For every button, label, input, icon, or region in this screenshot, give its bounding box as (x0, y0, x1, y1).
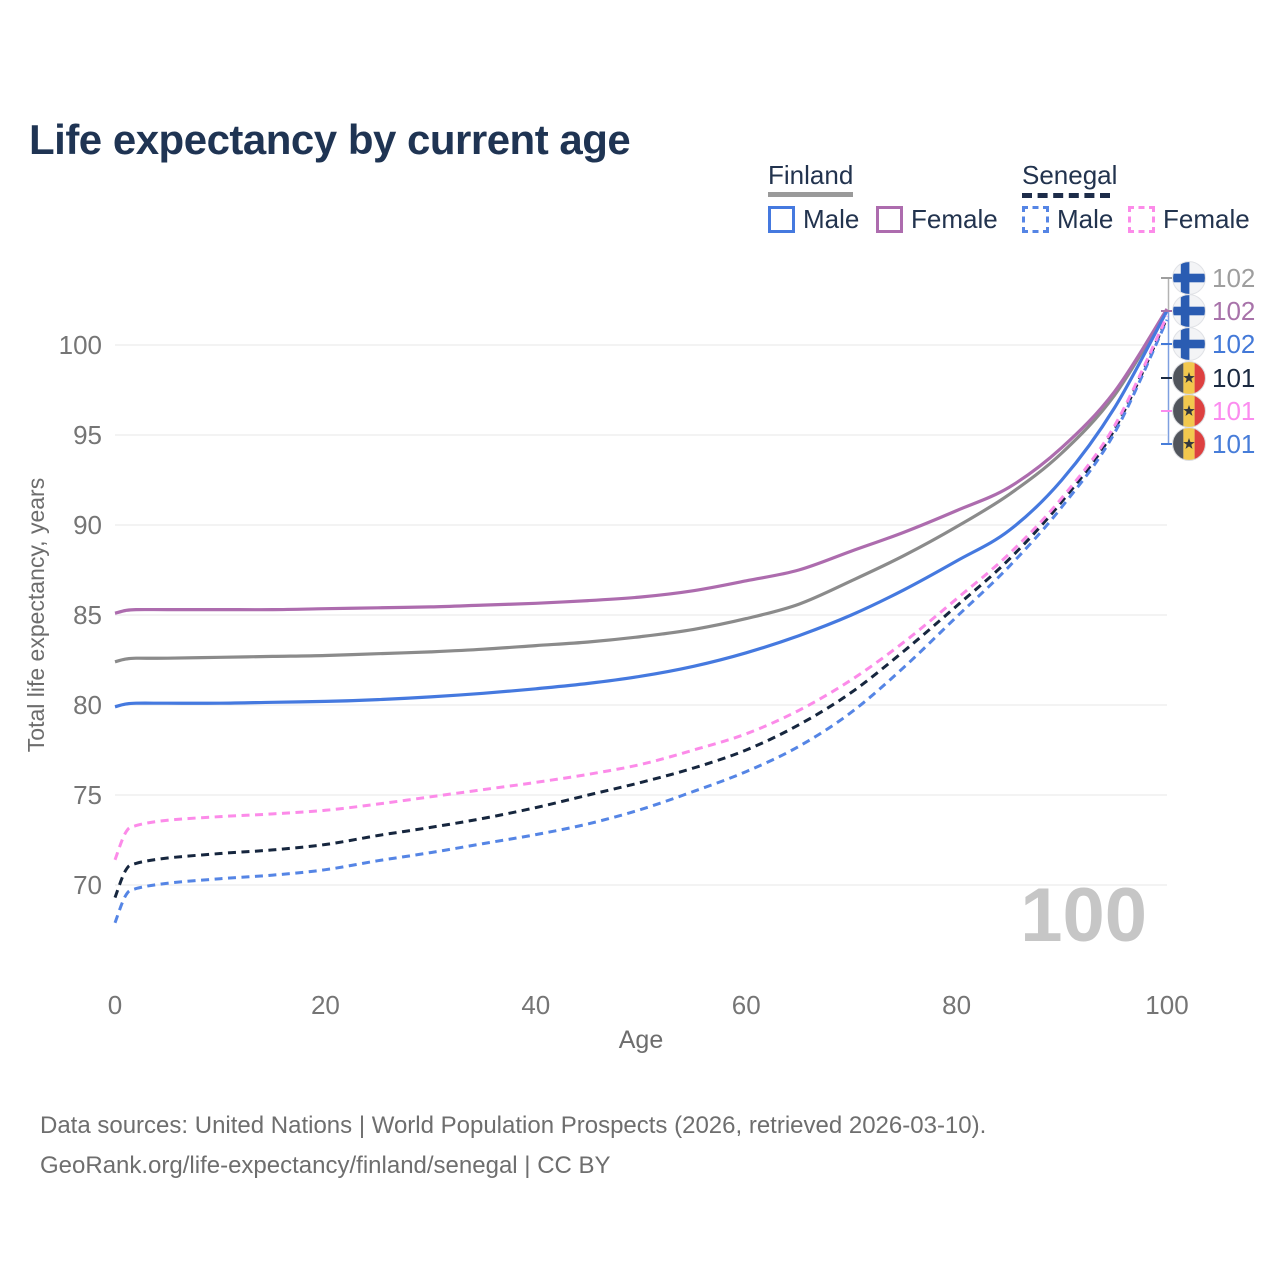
legend-finland-female-label: Female (911, 203, 998, 234)
finland-male-swatch-icon (768, 205, 795, 233)
senegal-male-swatch-icon (1022, 205, 1049, 233)
footer-source-line: Data sources: United Nations | World Pop… (40, 1112, 987, 1139)
series-line-senegal-combined (113, 317, 1169, 899)
legend-senegal-female-label: Female (1163, 203, 1250, 234)
senegal-flag-icon (1172, 361, 1206, 395)
senegal-flag-icon (1172, 394, 1206, 428)
end-label-value: 101 (1212, 363, 1256, 393)
end-label-value: 101 (1212, 429, 1256, 459)
y-tick-label: 80 (73, 690, 102, 720)
chart-footer: Data sources: United Nations | World Pop… (40, 1106, 986, 1186)
end-label-row-finland-combined: 102 (1172, 261, 1255, 295)
legend-item-senegal-male[interactable]: Male (1022, 203, 1114, 234)
x-tick-label: 20 (311, 990, 340, 1020)
end-label-row-senegal-female: 101 (1172, 394, 1255, 428)
y-tick-label: 95 (73, 420, 102, 450)
end-label-value: 102 (1212, 329, 1256, 359)
series-line-finland-male (114, 310, 1169, 709)
finland-flag-icon (1172, 294, 1206, 328)
legend-country-finland[interactable]: Finland (768, 161, 853, 197)
legend-item-finland-male[interactable]: Male (768, 203, 860, 234)
senegal-dashed-line-swatch (1022, 193, 1110, 198)
x-tick-label: 0 (108, 990, 122, 1020)
legend-senegal-male-label: Male (1057, 203, 1114, 234)
legend-finland-male-label: Male (803, 203, 860, 234)
series-line-senegal-female (113, 315, 1169, 861)
chart-title: Life expectancy by current age (29, 116, 631, 164)
series-line-senegal-male (113, 319, 1169, 924)
end-label-value: 101 (1212, 396, 1256, 426)
senegal-flag-icon (1172, 427, 1206, 461)
y-axis-title: Total life expectancy, years (23, 478, 49, 752)
finland-solid-line-swatch (768, 192, 853, 197)
end-label-row-finland-male: 102 (1172, 327, 1255, 361)
y-tick-label: 90 (73, 510, 102, 540)
legend-item-finland-female[interactable]: Female (876, 203, 998, 234)
series-line-finland-female (114, 308, 1169, 615)
legend-country-senegal[interactable]: Senegal (1022, 161, 1117, 198)
legend-country-finland-label: Finland (768, 160, 854, 190)
series-line-finland-combined (114, 309, 1169, 664)
y-tick-label: 75 (73, 780, 102, 810)
x-tick-label: 100 (1145, 990, 1188, 1020)
legend-item-senegal-female[interactable]: Female (1128, 203, 1250, 234)
end-label-value: 102 (1212, 263, 1256, 293)
senegal-female-swatch-icon (1128, 205, 1155, 233)
x-tick-label: 60 (732, 990, 761, 1020)
end-label-row-finland-female: 102 (1172, 294, 1255, 328)
end-label-row-senegal-male: 101 (1172, 427, 1255, 461)
y-tick-label: 100 (59, 330, 102, 360)
end-label-value: 102 (1212, 296, 1256, 326)
x-axis-title: Age (619, 1026, 663, 1054)
x-tick-label: 40 (521, 990, 550, 1020)
finland-flag-icon (1172, 327, 1206, 361)
age-watermark: 100 (1020, 873, 1147, 958)
y-tick-label: 70 (73, 870, 102, 900)
x-tick-label: 80 (942, 990, 971, 1020)
finland-flag-icon (1172, 261, 1206, 295)
end-label-row-senegal-combined: 101 (1172, 361, 1255, 395)
y-tick-label: 85 (73, 600, 102, 630)
legend-country-senegal-label: Senegal (1022, 160, 1118, 190)
footer-url-line: GeoRank.org/life-expectancy/finland/sene… (40, 1152, 611, 1179)
finland-female-swatch-icon (876, 205, 903, 233)
